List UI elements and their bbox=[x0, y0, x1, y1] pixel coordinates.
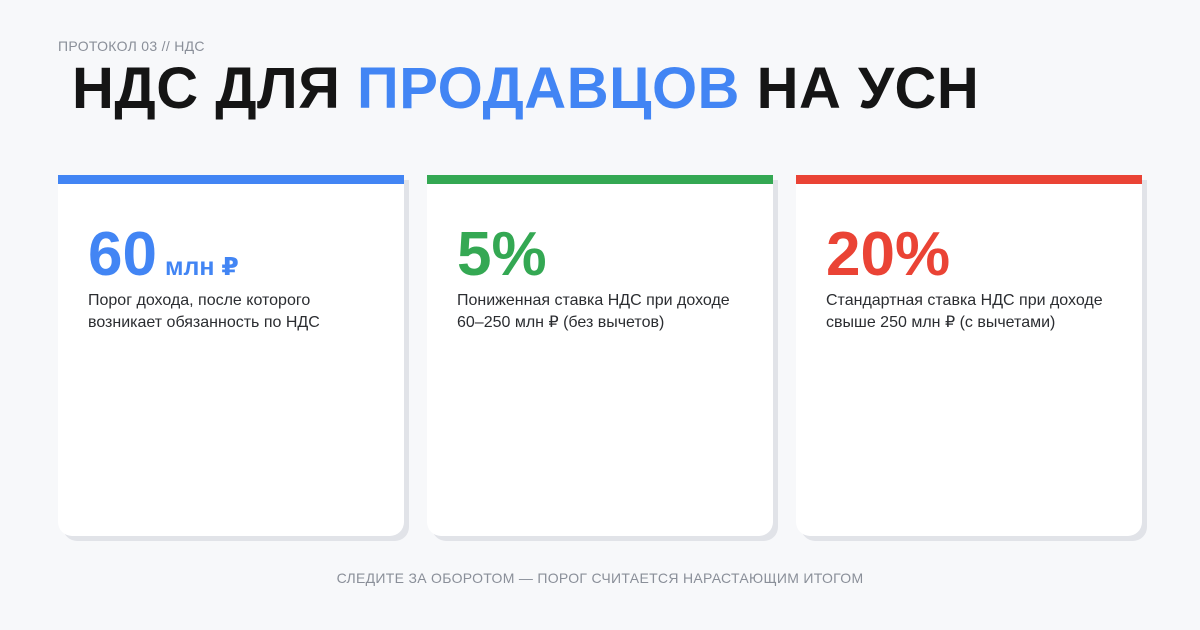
card-description: Порог дохода, после которого возникает о… bbox=[88, 292, 320, 331]
card-value-number: 60 bbox=[88, 220, 157, 289]
card-description: Стандартная ставка НДС при доходе свыше … bbox=[826, 292, 1103, 331]
card-accent-bar bbox=[427, 175, 773, 184]
card-standard-rate: 20% Стандартная ставка НДС при доходе св… bbox=[796, 175, 1142, 536]
card-value: 60 млн ₽ bbox=[88, 223, 239, 299]
card-accent-bar bbox=[796, 175, 1142, 184]
card-value-number: 20% bbox=[826, 220, 951, 289]
card-reduced-rate: 5% Пониженная ставка НДС при доходе 60–2… bbox=[427, 175, 773, 536]
title-part-1: НДС ДЛЯ bbox=[72, 56, 358, 121]
card-value-number: 5% bbox=[457, 220, 547, 289]
page-title: НДС ДЛЯ ПРОДАВЦОВ НА УСН bbox=[72, 56, 979, 122]
card-value: 20% bbox=[826, 223, 958, 299]
footer-note: СЛЕДИТЕ ЗА ОБОРОТОМ — ПОРОГ СЧИТАЕТСЯ НА… bbox=[336, 570, 864, 586]
card-value: 5% bbox=[457, 223, 555, 299]
card-value-unit: млн ₽ bbox=[164, 253, 239, 281]
title-part-2: НА УСН bbox=[739, 56, 980, 121]
title-accent: ПРОДАВЦОВ bbox=[357, 56, 740, 121]
card-accent-bar bbox=[58, 175, 404, 184]
kicker-label: ПРОТОКОЛ 03 // НДС bbox=[58, 38, 205, 54]
card-threshold: 60 млн ₽ Порог дохода, после которого воз… bbox=[58, 175, 404, 536]
card-description: Пониженная ставка НДС при доходе 60–250 … bbox=[457, 292, 730, 331]
